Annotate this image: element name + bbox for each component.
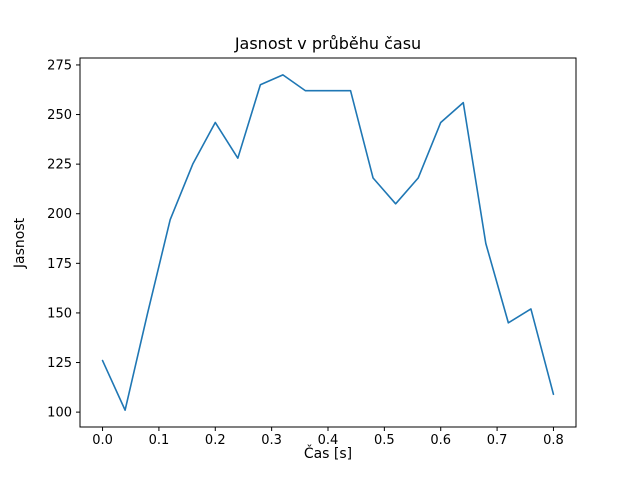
x-tick-label: 0.8: [543, 433, 564, 448]
y-tick-label: 275: [47, 58, 72, 73]
x-tick-label: 0.3: [261, 433, 282, 448]
y-tick-label: 100: [47, 406, 72, 421]
axes-frame: [79, 57, 577, 428]
y-tick-label: 175: [47, 257, 72, 272]
x-tick-label: 0.6: [430, 433, 451, 448]
chart-title: Jasnost v průběhu času: [234, 34, 422, 53]
y-tick-label: 125: [47, 356, 72, 371]
y-tick-label: 250: [47, 108, 72, 123]
y-tick-label: 200: [47, 207, 72, 222]
series-line: [101, 74, 555, 411]
x-tick-label: 0.5: [374, 433, 395, 448]
x-tick-label: 0.1: [149, 433, 170, 448]
x-tick-label: 0.2: [205, 433, 226, 448]
x-tick-label: 0.4: [318, 433, 339, 448]
y-tick-label: 150: [47, 306, 72, 321]
y-axis-label: Jasnost: [12, 217, 28, 269]
x-tick-label: 0.0: [92, 433, 113, 448]
y-tick-label: 225: [47, 158, 72, 173]
x-axis-label: Čas [s]: [303, 446, 353, 462]
x-tick-label: 0.7: [487, 433, 508, 448]
